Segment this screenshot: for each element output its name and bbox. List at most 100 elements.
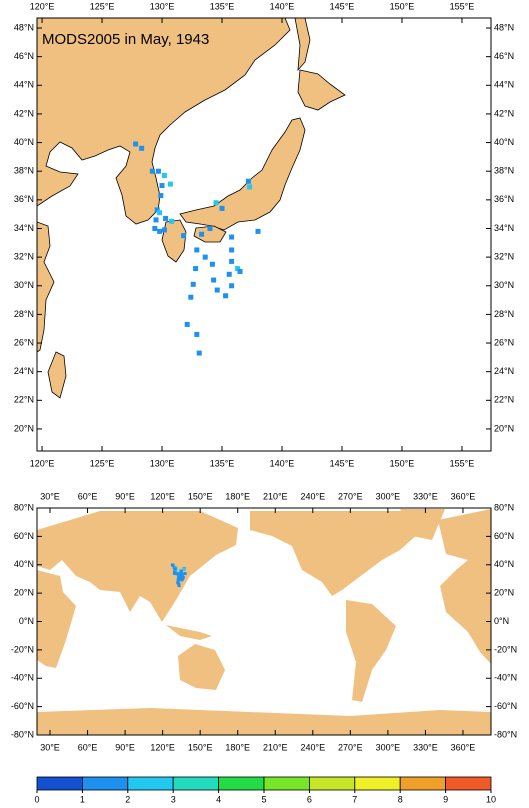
x-tick-label: 155°E xyxy=(450,1,475,11)
observation-cell xyxy=(226,271,232,277)
x-tick-label: 360°E xyxy=(451,491,476,501)
y-tick-label: 40°N xyxy=(14,137,34,147)
observation-cell xyxy=(177,575,181,579)
observation-cell xyxy=(202,254,208,260)
colorbar-label: 8 xyxy=(398,794,403,804)
x-tick-label: 270°E xyxy=(338,742,363,752)
y-tick-label: 20°N xyxy=(14,423,34,433)
x-tick-label: 30°E xyxy=(40,742,60,752)
regional-land xyxy=(37,18,346,399)
x-tick-label: 30°E xyxy=(40,491,60,501)
y-tick-label: -60°N xyxy=(494,701,517,711)
x-tick-label: 125°E xyxy=(90,1,115,11)
observation-cell xyxy=(213,200,219,206)
observation-cell xyxy=(176,578,180,582)
observation-cell xyxy=(161,173,167,179)
x-tick-label: 90°E xyxy=(115,491,135,501)
x-tick-label: 120°E xyxy=(150,491,175,501)
x-tick-label: 330°E xyxy=(413,491,438,501)
x-tick-label: 140°E xyxy=(270,1,295,11)
observation-cell xyxy=(173,571,177,575)
y-tick-label: 24°N xyxy=(494,366,514,376)
x-tick-label: 240°E xyxy=(300,742,325,752)
observation-cell xyxy=(181,233,187,239)
y-tick-label: 80°N xyxy=(494,502,514,512)
x-tick-label: 135°E xyxy=(210,1,235,11)
observation-cell xyxy=(194,331,200,337)
y-tick-label: -60°N xyxy=(11,701,34,711)
y-tick-label: 40°N xyxy=(494,137,514,147)
y-tick-label: 44°N xyxy=(14,80,34,90)
observation-cell xyxy=(183,572,187,576)
y-tick-label: 30°N xyxy=(14,280,34,290)
observation-cell xyxy=(152,225,158,231)
observation-cell xyxy=(161,227,167,233)
cell-layer xyxy=(170,563,187,588)
observation-cell xyxy=(171,563,175,567)
y-tick-label: -20°N xyxy=(494,644,517,654)
observation-cell xyxy=(163,215,169,221)
colorbar-segment xyxy=(36,776,83,791)
x-tick-label: 150°E xyxy=(188,491,213,501)
observation-cell xyxy=(219,205,225,211)
colorbar-segment xyxy=(399,776,447,791)
x-tick-label: 300°E xyxy=(376,491,401,501)
colorbar-label: 2 xyxy=(125,794,130,804)
x-tick-label: 120°E xyxy=(30,458,55,468)
x-tick-label: 300°E xyxy=(376,742,401,752)
observation-cell xyxy=(229,247,235,253)
observation-cell xyxy=(229,234,235,240)
y-tick-label: 24°N xyxy=(14,366,34,376)
colorbar-label: 9 xyxy=(443,794,448,804)
x-tick-label: 240°E xyxy=(300,491,325,501)
observation-cell xyxy=(133,141,139,147)
x-tick-label: 120°E xyxy=(150,742,175,752)
x-tick-label: 120°E xyxy=(30,1,55,11)
observation-cell xyxy=(237,268,243,274)
y-tick-label: 20°N xyxy=(14,588,34,598)
y-tick-label: 20°N xyxy=(494,588,514,598)
colorbar-label: 7 xyxy=(352,794,357,804)
observation-cell xyxy=(169,218,175,224)
observation-cell xyxy=(155,168,161,174)
observation-cell xyxy=(223,293,229,299)
observation-cell xyxy=(178,571,182,575)
y-tick-label: 26°N xyxy=(14,337,34,347)
observation-cell xyxy=(199,231,205,237)
x-tick-label: 90°E xyxy=(115,742,135,752)
y-tick-label: 60°N xyxy=(494,531,514,541)
world-land xyxy=(37,509,491,735)
y-tick-label: 48°N xyxy=(14,22,34,32)
y-tick-label: 28°N xyxy=(14,309,34,319)
colorbar-label: 6 xyxy=(307,794,312,804)
observation-cell xyxy=(193,266,199,272)
y-tick-label: -20°N xyxy=(11,644,34,654)
observation-cell xyxy=(245,178,251,184)
x-tick-label: 150°E xyxy=(390,1,415,11)
observation-cell xyxy=(157,228,163,234)
y-tick-label: 42°N xyxy=(494,108,514,118)
colorbar-segment xyxy=(172,776,219,791)
colorbar-segment xyxy=(127,776,174,791)
y-tick-label: -80°N xyxy=(494,729,517,739)
x-tick-label: 130°E xyxy=(150,1,175,11)
observation-cell xyxy=(139,145,145,151)
colorbar-segment xyxy=(445,776,492,791)
y-tick-label: 42°N xyxy=(14,108,34,118)
colorbar-label: 4 xyxy=(216,794,221,804)
x-tick-label: 155°E xyxy=(450,458,475,468)
observation-cell xyxy=(159,183,165,189)
y-tick-label: 34°N xyxy=(14,223,34,233)
x-tick-label: 210°E xyxy=(263,742,288,752)
observation-cell xyxy=(179,569,183,573)
cell-layer xyxy=(133,141,261,356)
observation-cell xyxy=(194,247,200,253)
y-tick-label: 28°N xyxy=(494,309,514,319)
observation-cell xyxy=(182,567,186,571)
y-tick-label: 30°N xyxy=(494,280,514,290)
y-tick-label: 0°N xyxy=(19,616,34,626)
observation-cell xyxy=(177,582,181,586)
observation-cell xyxy=(190,281,196,287)
colorbar-segment xyxy=(354,776,401,791)
x-tick-label: 180°E xyxy=(225,742,250,752)
